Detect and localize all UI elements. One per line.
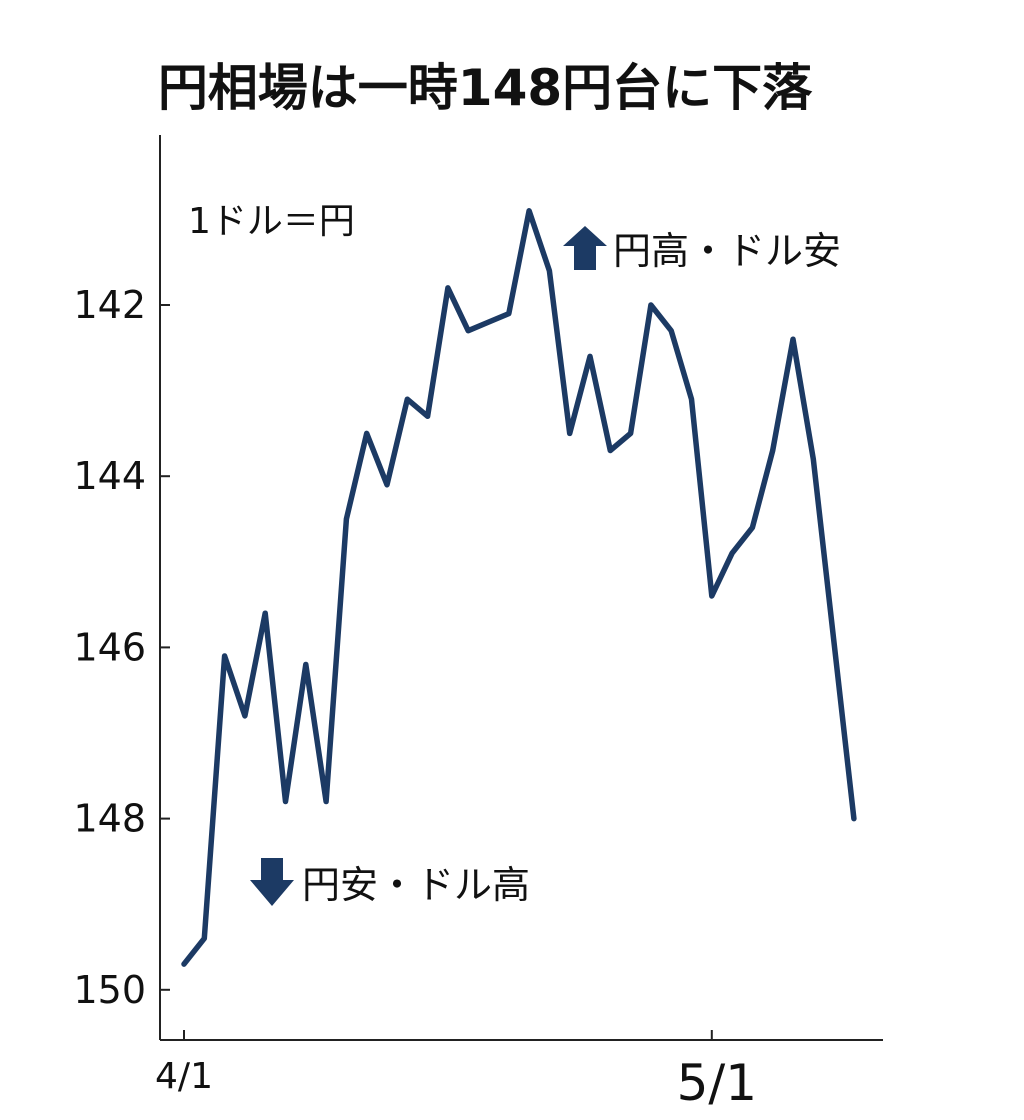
plot-axes (159, 135, 883, 1041)
x-tick-label: 4/1 (155, 1056, 213, 1097)
x-axis-ticks: 4/1 5/1 (155, 1030, 757, 1112)
annotation-up-text: 円高・ドル安 (613, 229, 841, 273)
y-tick-label: 146 (73, 625, 146, 669)
y-tick-label: 144 (73, 454, 146, 498)
chart-title: 円相場は一時148円台に下落 (158, 59, 813, 117)
y-tick-label: 142 (73, 283, 146, 327)
annotation-down-text: 円安・ドル高 (302, 863, 530, 907)
arrow-down-icon (250, 858, 294, 906)
y-axis-ticks: 142 144 146 148 150 (73, 283, 170, 1012)
annotation-yen-weak: 円安・ドル高 (250, 858, 530, 907)
unit-label: 1ドル＝円 (188, 201, 355, 242)
y-tick-label: 150 (73, 968, 146, 1012)
arrow-up-icon (563, 226, 607, 270)
y-tick-label: 148 (73, 797, 146, 841)
annotation-yen-strong: 円高・ドル安 (563, 226, 841, 273)
x-tick-label: 5/1 (677, 1054, 757, 1112)
exchange-rate-line (181, 208, 857, 967)
